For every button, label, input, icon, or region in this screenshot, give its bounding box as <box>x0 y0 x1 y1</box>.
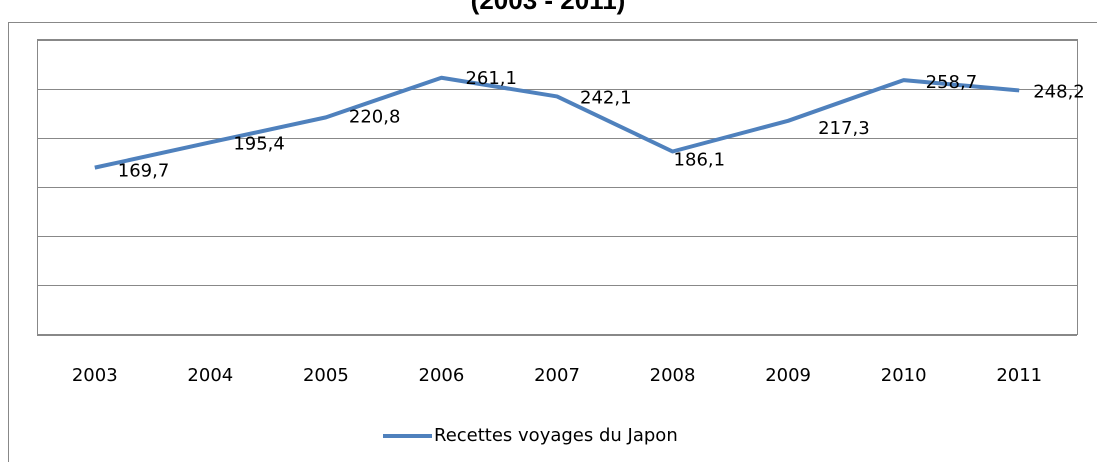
data-label: 258,7 <box>926 72 978 93</box>
x-tick-label: 2006 <box>419 365 465 386</box>
chart-title: (2003 - 2011) <box>471 0 626 15</box>
data-label: 217,3 <box>818 118 870 139</box>
line <box>94 75 1020 170</box>
x-tick-label: 2008 <box>650 365 696 386</box>
x-tick-label: 2009 <box>765 365 811 386</box>
x-tick-label: 2010 <box>881 365 927 386</box>
data-label: 261,1 <box>465 68 517 89</box>
data-label: 220,8 <box>349 106 401 127</box>
x-tick-label: 2007 <box>534 365 580 386</box>
data-label: 186,1 <box>674 150 726 171</box>
x-tick-label: 2004 <box>187 365 233 386</box>
data-label: 195,4 <box>233 133 285 154</box>
legend-label: Recettes voyages du Japon <box>434 425 678 446</box>
x-tick-label: 2011 <box>996 365 1042 386</box>
x-tick-label: 2005 <box>303 365 349 386</box>
data-label: 169,7 <box>118 161 170 182</box>
x-tick-label: 2003 <box>72 365 118 386</box>
data-label: 242,1 <box>580 87 632 108</box>
data-label: 248,2 <box>1033 81 1085 102</box>
